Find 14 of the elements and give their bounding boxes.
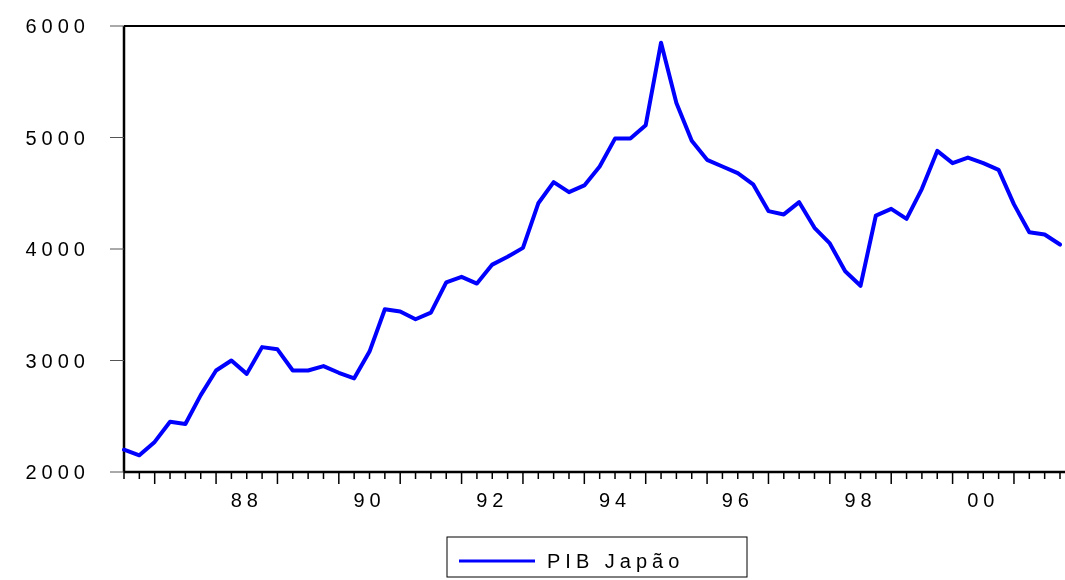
y-tick-label: 3000 bbox=[25, 349, 90, 372]
line-series bbox=[122, 40, 1062, 458]
y-tick-label: 4000 bbox=[25, 238, 90, 260]
y-tick-label: 5000 bbox=[25, 126, 90, 149]
x-tick-label: 96 bbox=[721, 489, 754, 511]
y-tick-label: 6000 bbox=[25, 15, 90, 37]
y-tick-label: 2000 bbox=[25, 461, 90, 483]
legend-label: PIB Japão bbox=[547, 550, 685, 572]
x-tick-label: 92 bbox=[476, 489, 509, 511]
x-tick-label: 98 bbox=[844, 489, 877, 511]
x-tick-label: 90 bbox=[353, 489, 386, 511]
x-tick-label: 00 bbox=[967, 489, 1000, 511]
x-tick-label: 94 bbox=[598, 489, 632, 511]
x-tick-label: 88 bbox=[230, 489, 263, 511]
